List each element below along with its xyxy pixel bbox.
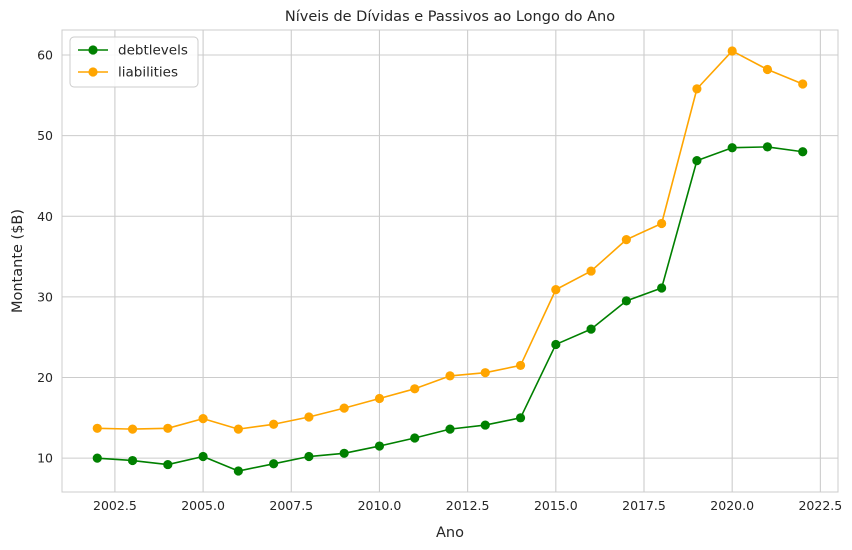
- data-point-debtlevels: [727, 143, 737, 153]
- data-point-liabilities: [586, 266, 596, 276]
- x-tick-label: 2015.0: [534, 498, 578, 513]
- x-tick-label: 2017.5: [622, 498, 666, 513]
- x-tick-label: 2022.5: [798, 498, 842, 513]
- data-point-debtlevels: [339, 448, 349, 458]
- data-point-debtlevels: [515, 413, 526, 423]
- data-point-liabilities: [727, 46, 737, 56]
- data-point-debtlevels: [163, 459, 173, 470]
- data-point-liabilities: [657, 218, 667, 229]
- data-point-debtlevels: [762, 142, 773, 152]
- series-debtlevels: [92, 142, 808, 476]
- x-tick-label: 2007.5: [269, 498, 313, 513]
- y-tick-label: 40: [37, 209, 53, 224]
- data-point-debtlevels: [480, 420, 490, 430]
- data-point-debtlevels: [692, 156, 702, 166]
- series-layer: [92, 46, 808, 476]
- y-tick-label: 60: [37, 47, 53, 62]
- x-tick-labels: 2002.5 2005.0 2007.5 2010.0 2012.5 2015.0 2017…: [93, 498, 842, 513]
- legend-marker: [88, 67, 98, 77]
- legend-label: liabilities: [118, 65, 178, 81]
- legend-item-debtlevels: debtlevels: [78, 43, 188, 59]
- data-point-debtlevels: [798, 147, 808, 157]
- data-point-debtlevels: [198, 451, 208, 462]
- data-point-liabilities: [480, 368, 490, 378]
- data-point-liabilities: [374, 393, 385, 404]
- legend-label: debtlevels: [118, 43, 188, 59]
- data-point-liabilities: [692, 84, 702, 94]
- data-point-liabilities: [233, 424, 243, 434]
- data-point-liabilities: [198, 414, 208, 424]
- data-point-liabilities: [269, 419, 279, 429]
- data-point-liabilities: [551, 285, 561, 295]
- data-point-debtlevels: [92, 453, 102, 463]
- data-point-debtlevels: [445, 424, 455, 434]
- y-axis-label: Montante ($B): [10, 209, 26, 313]
- x-tick-label: 2010.0: [358, 498, 402, 513]
- data-point-liabilities: [515, 360, 526, 371]
- data-point-liabilities: [304, 412, 314, 422]
- data-point-debtlevels: [127, 455, 138, 466]
- data-point-debtlevels: [410, 433, 420, 443]
- y-tick-label: 10: [37, 451, 53, 466]
- x-tick-label: 2020.0: [710, 498, 754, 513]
- series-liabilities: [92, 46, 808, 434]
- data-point-debtlevels: [551, 339, 561, 350]
- y-tick-label: 50: [37, 128, 53, 143]
- data-point-debtlevels: [621, 296, 631, 306]
- data-point-debtlevels: [269, 459, 279, 469]
- data-point-liabilities: [127, 424, 138, 434]
- data-point-liabilities: [92, 423, 102, 433]
- data-point-debtlevels: [586, 324, 596, 334]
- chart-title: Níveis de Dívidas e Passivos ao Longo do…: [285, 9, 615, 25]
- x-tick-label: 2002.5: [93, 498, 137, 513]
- data-point-liabilities: [339, 403, 349, 413]
- data-point-liabilities: [798, 79, 808, 89]
- data-point-liabilities: [762, 64, 773, 75]
- legend: debtlevels liabilities: [69, 36, 199, 88]
- data-point-liabilities: [621, 235, 631, 245]
- data-point-liabilities: [445, 371, 455, 381]
- x-axis-label: Ano: [436, 525, 464, 541]
- data-point-debtlevels: [304, 451, 314, 462]
- y-tick-label: 30: [37, 289, 53, 304]
- legend-item-liabilities: liabilities: [78, 65, 178, 81]
- data-point-liabilities: [163, 423, 173, 433]
- data-point-debtlevels: [374, 441, 385, 451]
- legend-marker: [88, 45, 98, 55]
- x-tick-label: 2005.0: [181, 498, 225, 513]
- data-point-liabilities: [410, 384, 420, 394]
- data-point-debtlevels: [233, 466, 243, 476]
- y-tick-labels: 10 20 30 40 50 60: [37, 47, 53, 465]
- x-tick-label: 2012.5: [446, 498, 490, 513]
- data-point-debtlevels: [657, 283, 667, 293]
- y-tick-label: 20: [37, 370, 53, 385]
- plot-frame: [61, 29, 839, 493]
